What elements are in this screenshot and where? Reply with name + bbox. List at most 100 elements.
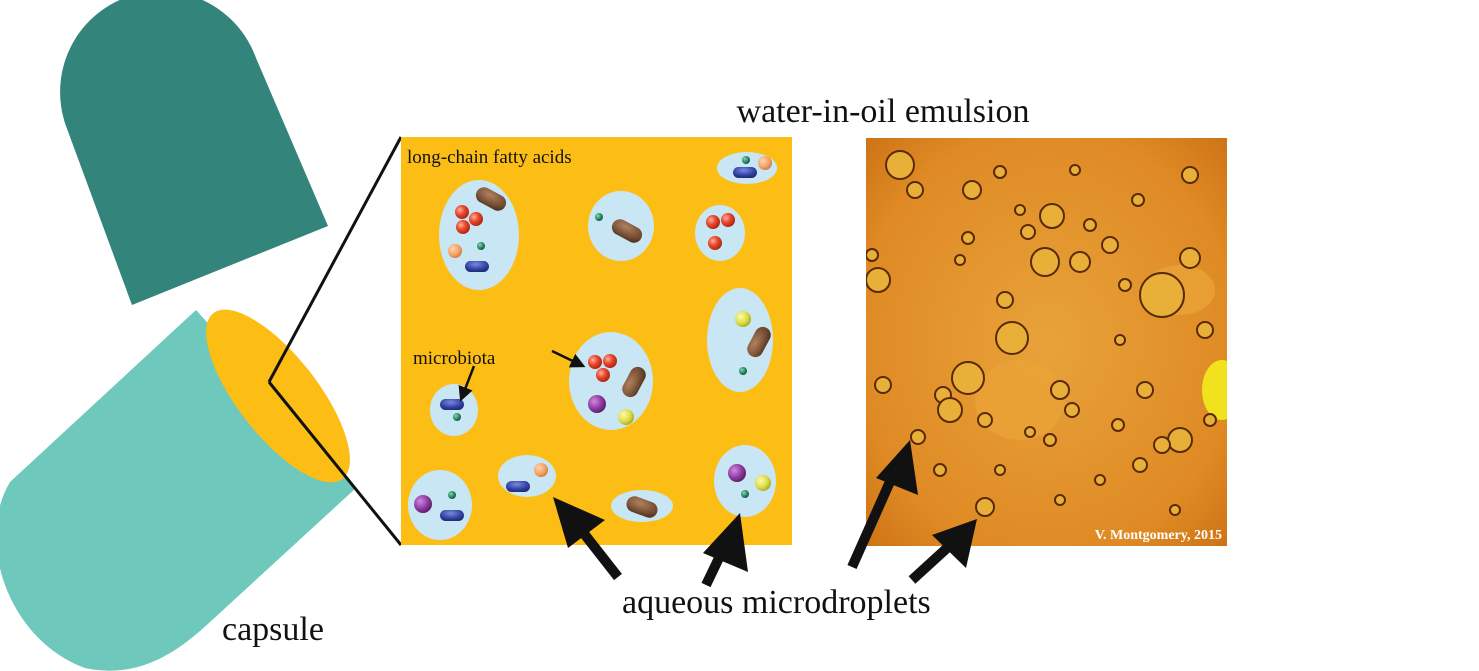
- micro-droplet: [933, 463, 947, 477]
- bacterium-red: [603, 354, 617, 368]
- bacterium-brown: [475, 187, 507, 211]
- bacterium-green: [453, 413, 461, 421]
- credit-watermark: V. Montgomery, 2015: [1095, 528, 1222, 543]
- droplet: [714, 445, 776, 517]
- arrow-icon: [458, 365, 476, 402]
- micro-droplet: [994, 464, 1006, 476]
- micro-droplet: [1043, 433, 1057, 447]
- micro-droplet: [1039, 203, 1065, 229]
- micro-droplet: [1111, 418, 1125, 432]
- arrow-icon: [553, 497, 622, 581]
- micro-droplet: [1167, 427, 1193, 453]
- bacterium-red: [721, 213, 735, 227]
- micro-droplet: [1020, 224, 1036, 240]
- arrow-icon: [701, 513, 748, 588]
- micro-droplet: [1101, 236, 1119, 254]
- micro-droplet: [962, 180, 982, 200]
- bacterium-red: [708, 236, 722, 250]
- fatty-acids-label: long-chain fatty acids: [407, 147, 572, 168]
- zoom-lines: [267, 136, 403, 546]
- micro-droplet: [885, 150, 915, 180]
- micro-droplet: [1169, 504, 1181, 516]
- bacterium-brown: [622, 366, 646, 398]
- micro-droplet: [1030, 247, 1060, 277]
- micro-droplet: [1050, 380, 1070, 400]
- micro-droplet: [995, 321, 1029, 355]
- capsule-label: capsule: [222, 611, 324, 648]
- micro-droplet: [951, 361, 985, 395]
- bacterium-purple: [728, 464, 746, 482]
- micro-droplet: [1064, 402, 1080, 418]
- micro-droplet: [910, 429, 926, 445]
- bacterium-yellow: [755, 475, 771, 491]
- bacterium-red: [455, 205, 469, 219]
- bacterium-blue: [465, 261, 489, 272]
- bacterium-orange: [534, 463, 548, 477]
- micro-droplet: [866, 248, 879, 262]
- micro-droplet: [1083, 218, 1097, 232]
- bacterium-yellow: [735, 311, 751, 327]
- micro-droplet: [1131, 193, 1145, 207]
- bacterium-orange: [758, 156, 772, 170]
- emulsion-title: water-in-oil emulsion: [737, 93, 1030, 130]
- micro-droplet: [1153, 436, 1171, 454]
- droplet: [707, 288, 773, 392]
- micro-droplet: [1114, 334, 1126, 346]
- micro-droplet: [1024, 426, 1036, 438]
- bacterium-blue: [506, 481, 530, 492]
- micro-droplet: [977, 412, 993, 428]
- bacterium-yellow: [618, 409, 634, 425]
- bacterium-orange: [448, 244, 462, 258]
- microbiota-arrows: [458, 349, 586, 402]
- bacterium-blue: [733, 167, 757, 178]
- bacterium-brown: [611, 219, 643, 243]
- micrograph-droplets: [866, 150, 1217, 517]
- micro-droplet: [1181, 166, 1199, 184]
- micro-droplet: [1196, 321, 1214, 339]
- bacterium-red: [469, 212, 483, 226]
- droplet-arrows: [553, 440, 977, 588]
- arrow-icon: [847, 440, 918, 570]
- bacterium-purple: [414, 495, 432, 513]
- droplet: [695, 205, 745, 261]
- micro-droplet: [961, 231, 975, 245]
- micro-droplet: [1136, 381, 1154, 399]
- bacterium-green: [448, 491, 456, 499]
- micro-droplet: [1132, 457, 1148, 473]
- capsule-cap: [60, 0, 328, 305]
- micro-droplet: [866, 267, 891, 293]
- micrograph-yellow-blob: [1202, 360, 1227, 420]
- bacterium-purple: [588, 395, 606, 413]
- bacterium-green: [741, 490, 749, 498]
- micro-droplet: [1139, 272, 1185, 318]
- bacterium-red: [706, 215, 720, 229]
- micro-droplet: [906, 181, 924, 199]
- bacterium-brown: [626, 496, 658, 518]
- bacterium-red: [456, 220, 470, 234]
- micro-droplet: [975, 497, 995, 517]
- micro-droplet: [993, 165, 1007, 179]
- microbiota-label: microbiota: [413, 348, 496, 369]
- bacterium-blue: [440, 399, 464, 410]
- droplet: [408, 470, 472, 540]
- bacterium-green: [739, 367, 747, 375]
- microbiota: [414, 156, 772, 521]
- bacterium-green: [595, 213, 603, 221]
- micro-droplet: [996, 291, 1014, 309]
- bacterium-green: [742, 156, 750, 164]
- micro-droplet: [1014, 204, 1026, 216]
- bacterium-green: [477, 242, 485, 250]
- micrograph: [866, 138, 1227, 546]
- micro-droplet: [1179, 247, 1201, 269]
- micro-droplet: [1203, 413, 1217, 427]
- bacterium-brown: [747, 326, 771, 358]
- bacterium-blue: [440, 510, 464, 521]
- arrow-icon: [908, 519, 977, 584]
- micro-droplet: [937, 397, 963, 423]
- bacterium-red: [596, 368, 610, 382]
- micrograph-lightfield: [975, 360, 1065, 440]
- arrow-icon: [551, 349, 586, 368]
- micro-droplet: [874, 376, 892, 394]
